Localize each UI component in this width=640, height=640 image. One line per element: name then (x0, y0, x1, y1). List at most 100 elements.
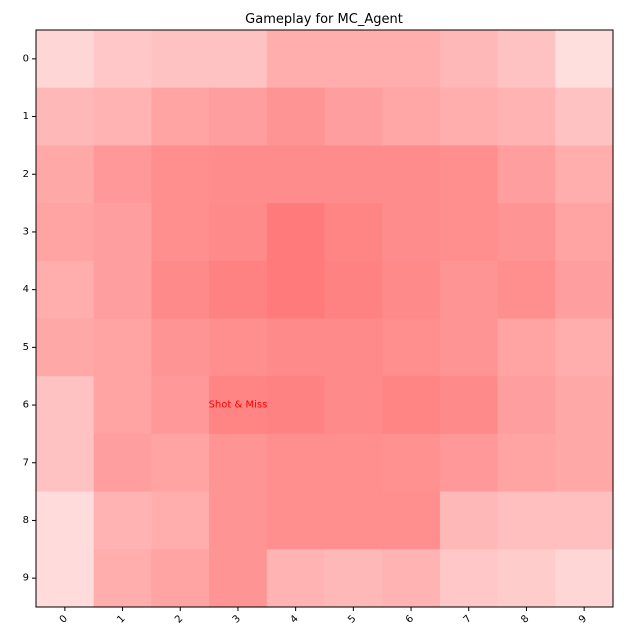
heatmap-cell-r7-c2 (151, 433, 210, 493)
heatmap-cell-r8-c8 (497, 491, 556, 550)
heatmap-cell-r2-c3 (209, 145, 268, 204)
x-tick-label: 5 (346, 613, 358, 625)
heatmap-cell-r7-c1 (93, 433, 152, 493)
heatmap-cell-r1-c3 (209, 87, 268, 146)
heatmap-cell-r8-c5 (324, 491, 383, 550)
heatmap-cell-r3-c7 (439, 203, 499, 262)
heatmap-cell-r0-c2 (151, 30, 210, 89)
heatmap-cell-r9-c5 (324, 549, 383, 608)
x-tick-label: 0 (58, 613, 70, 625)
heatmap-cell-r1-c2 (151, 87, 210, 146)
heatmap-cell-r0-c1 (93, 30, 152, 89)
heatmap-cell-r5-c5 (324, 318, 383, 377)
heatmap-cell-r4-c4 (266, 260, 326, 320)
heatmap-cell-r8-c1 (93, 491, 152, 550)
heatmap-cell-r6-c2 (151, 376, 210, 435)
heatmap-cell-r1-c4 (266, 87, 326, 146)
heatmap-cell-r8-c6 (382, 491, 441, 550)
heatmap-cell-r6-c4 (266, 376, 326, 435)
y-tick-label: 2 (23, 169, 29, 180)
heatmap-cell-r8-c7 (439, 491, 499, 550)
heatmap-cell-r7-c3 (209, 433, 268, 493)
heatmap-cell-r2-c5 (324, 145, 383, 204)
heatmap-cell-r6-c3 (209, 376, 268, 435)
heatmap-cell-r7-c9 (555, 433, 614, 493)
x-tick-label: 6 (404, 613, 416, 625)
heatmap-cell-r4-c6 (382, 260, 441, 320)
heatmap-cell-r7-c6 (382, 433, 441, 493)
y-axis: 0 1 2 3 4 5 6 7 8 9 (23, 53, 36, 584)
heatmap-cell-r6-c6 (382, 376, 441, 435)
heatmap-cell-r4-c8 (497, 260, 556, 320)
y-tick-label: 6 (23, 400, 29, 411)
heatmap-cell-r3-c9 (555, 203, 614, 262)
heatmap-cell-r1-c7 (439, 87, 499, 146)
heatmap-cell-r4-c0 (36, 260, 95, 320)
heatmap-cell-r4-c1 (93, 260, 152, 320)
heatmap-cell-r5-c4 (266, 318, 326, 377)
heatmap-cell-r3-c1 (93, 203, 152, 262)
heatmap-cell-r7-c8 (497, 433, 556, 493)
heatmap-cell-r5-c9 (555, 318, 614, 377)
heatmap-cell-r1-c1 (93, 87, 152, 146)
heatmap-cell-r0-c7 (439, 30, 499, 89)
heatmap-cell-r4-c3 (209, 260, 268, 320)
heatmap-cell-r9-c2 (151, 549, 210, 608)
heatmap-cell-r4-c2 (151, 260, 210, 320)
heatmap-cell-r5-c8 (497, 318, 556, 377)
heatmap-cell-r2-c1 (93, 145, 152, 204)
y-tick-label: 1 (23, 111, 29, 122)
heatmap-cell-r6-c0 (36, 376, 95, 435)
heatmap-cell-r6-c5 (324, 376, 383, 435)
heatmap-cell-r1-c0 (36, 87, 95, 146)
heatmap-cell-r9-c0 (36, 549, 95, 608)
heatmap-cell-r9-c3 (209, 549, 268, 608)
heatmap-cell-r6-c1 (93, 376, 152, 435)
heatmap-cell-r3-c3 (209, 203, 268, 262)
heatmap-cell-r9-c1 (93, 549, 152, 608)
heatmap-cell-r2-c4 (266, 145, 326, 204)
x-axis: 0 1 2 3 4 5 6 7 8 9 (58, 607, 589, 626)
heatmap-cell-r8-c9 (555, 491, 614, 550)
plot-frame (35, 29, 614, 608)
heatmap-cell-r2-c6 (382, 145, 441, 204)
heatmap-cell-r3-c8 (497, 203, 556, 262)
heatmap-cell-r0-c8 (497, 30, 556, 89)
heatmap-cell-r5-c1 (93, 318, 152, 377)
heatmap-cell-r4-c9 (555, 260, 614, 320)
heatmap-cell-r0-c9 (555, 30, 614, 89)
heatmap-cell-r5-c2 (151, 318, 210, 377)
x-tick-label: 4 (288, 613, 300, 625)
heatmap-cell-r9-c8 (497, 549, 556, 608)
heatmap-cell-r2-c8 (497, 145, 556, 204)
heatmap-cell-r6-c9 (555, 376, 614, 435)
y-tick-label: 9 (23, 573, 29, 584)
heatmap-cell-r7-c5 (324, 433, 383, 493)
heatmap-cell-r6-c8 (497, 376, 556, 435)
annotations: Shot & Miss (209, 400, 268, 411)
y-tick-label: 0 (23, 53, 29, 64)
y-tick-label: 7 (23, 457, 29, 468)
heatmap-cell-r3-c4 (266, 203, 326, 262)
heatmap-cell-r1-c9 (555, 87, 614, 146)
heatmap-cell-r7-c7 (439, 433, 499, 493)
heatmap-cell-r3-c6 (382, 203, 441, 262)
heatmap-cell-r1-c6 (382, 87, 441, 146)
cell-annotation: Shot & Miss (209, 400, 268, 411)
heatmap-cell-r0-c5 (324, 30, 383, 89)
heatmap-cell-r6-c7 (439, 376, 499, 435)
heatmap-cell-r8-c2 (151, 491, 210, 550)
chart-title: Gameplay for MC_Agent (245, 12, 403, 27)
heatmap-cell-r7-c0 (36, 433, 95, 493)
heatmap-cell-r3-c2 (151, 203, 210, 262)
heatmap-cell-r2-c9 (555, 145, 614, 204)
heatmap-cell-r5-c6 (382, 318, 441, 377)
heatmap-cell-r2-c7 (439, 145, 499, 204)
y-tick-label: 3 (23, 226, 29, 237)
heatmap-cell-r8-c4 (266, 491, 326, 550)
x-tick-label: 7 (462, 613, 474, 625)
heatmap-cell-r3-c0 (36, 203, 95, 262)
x-tick-label: 2 (173, 613, 185, 625)
heatmap-cell-r4-c5 (324, 260, 383, 320)
y-tick-label: 4 (23, 284, 29, 295)
